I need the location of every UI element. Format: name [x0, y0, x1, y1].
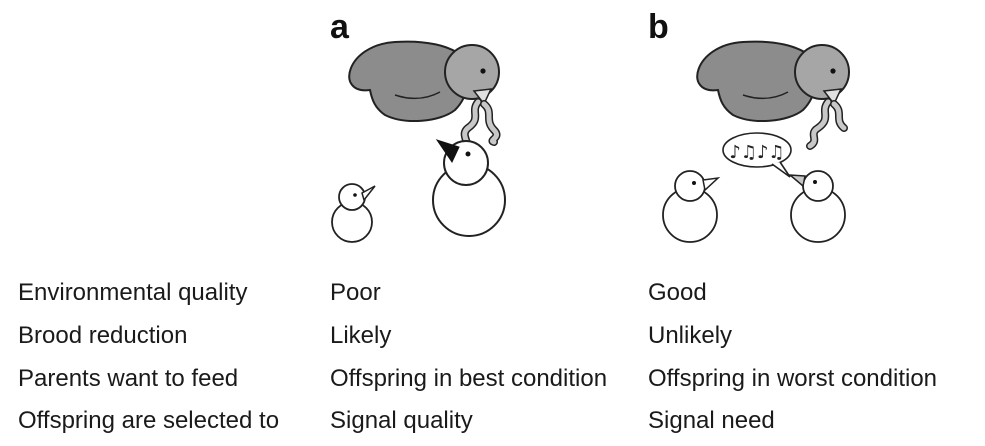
- panel-b-label: b: [648, 8, 669, 46]
- chick-b-left: [662, 170, 721, 243]
- signal-flag-icon: [435, 139, 460, 164]
- panel-a-illustration: [331, 40, 506, 243]
- row-b-environmental-quality: Good: [648, 279, 707, 306]
- large-chick-a: [432, 139, 506, 237]
- small-chick-a: [331, 183, 376, 243]
- row-label-parents-want-to-feed: Parents want to feed: [18, 365, 239, 392]
- row-b-parents-want-to-feed: Offspring in worst condition: [648, 365, 938, 392]
- row-label-environmental-quality: Environmental quality: [18, 279, 248, 306]
- row-a-parents-want-to-feed: Offspring in best condition: [330, 365, 608, 392]
- worm-b: [807, 99, 831, 149]
- parent-bird-b: [696, 40, 850, 122]
- row-b-offspring-selected: Signal need: [648, 407, 775, 434]
- illustration: ♪♫♪♫: [331, 40, 850, 243]
- parent-bird-a: [348, 40, 500, 122]
- panel-b-illustration: ♪♫♪♫: [662, 40, 850, 243]
- row-b-brood-reduction: Unlikely: [648, 322, 733, 349]
- song-bubble: ♪♫♪♫: [722, 132, 792, 178]
- panel-a-label: a: [330, 8, 349, 46]
- row-label-offspring-selected: Offspring are selected to: [18, 407, 280, 434]
- row-a-offspring-selected: Signal quality: [330, 407, 473, 434]
- chick-b-right: [787, 170, 846, 243]
- music-notes-icon: ♪♫♪♫: [729, 142, 784, 163]
- row-a-brood-reduction: Likely: [330, 322, 392, 349]
- row-a-environmental-quality: Poor: [330, 279, 381, 306]
- row-label-brood-reduction: Brood reduction: [18, 322, 188, 349]
